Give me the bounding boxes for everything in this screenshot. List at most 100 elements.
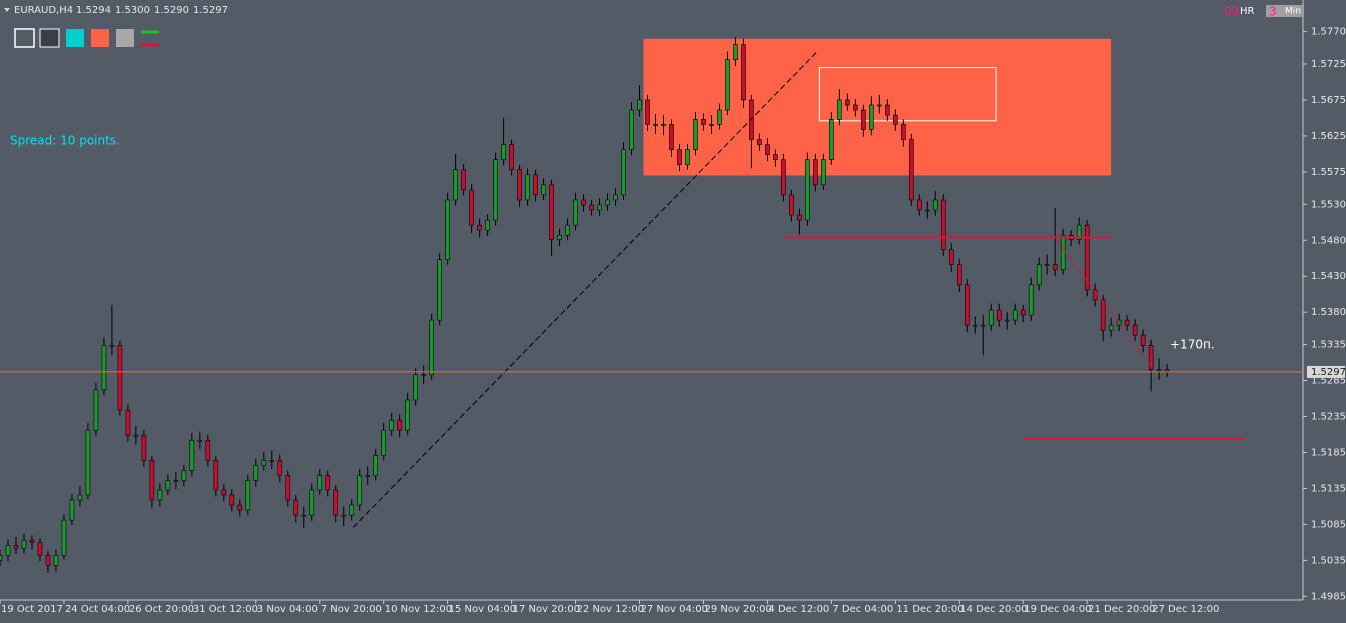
x-tick-label: 17 Nov 20:00 [513, 604, 580, 615]
zone-rectangle [818, 67, 997, 122]
candle-body [301, 514, 307, 517]
candle-body [749, 99, 754, 140]
candle-body [709, 124, 714, 126]
y-tick-label: 1.5725 [1311, 59, 1346, 70]
candle-body [277, 460, 283, 476]
toolbar-text[interactable]: Min [1285, 7, 1301, 17]
swatch[interactable] [91, 29, 109, 47]
candle-body [309, 489, 315, 516]
y-tick-label: 1.5430 [1311, 271, 1346, 282]
candle-body [157, 489, 163, 501]
candle-body [485, 219, 490, 231]
candle-body [429, 319, 434, 376]
candle-body [5, 545, 11, 556]
candle-body [956, 264, 962, 286]
candle-body [141, 434, 147, 461]
candle-body [397, 419, 402, 431]
candle-body [221, 489, 227, 496]
candle-body [285, 475, 291, 501]
candle-body [773, 154, 778, 160]
candle-body [317, 475, 323, 491]
candle-body [589, 204, 594, 211]
candle-body [837, 99, 842, 120]
candle-body [821, 159, 826, 186]
candle-body [972, 324, 978, 327]
candle-body [517, 169, 522, 201]
candle-body [781, 159, 786, 196]
candle-body [996, 309, 1002, 321]
candle-body [405, 399, 410, 431]
candle-body [197, 439, 203, 442]
x-tick-label: 15 Nov 04:00 [449, 604, 516, 615]
y-tick-label: 1.5625 [1311, 131, 1346, 142]
candle-body [341, 514, 347, 517]
candle-body [365, 475, 371, 477]
swatch[interactable] [14, 28, 35, 48]
candle-body [964, 284, 970, 326]
toolbar-text[interactable]: 3 [1269, 5, 1277, 19]
candle-body [461, 169, 466, 191]
candle-body [725, 59, 730, 111]
candle-body [213, 460, 219, 491]
swatch[interactable] [39, 28, 60, 48]
candle-body [261, 460, 267, 466]
toolbar-text[interactable]: 03 [1224, 5, 1239, 19]
candle-body [509, 144, 514, 171]
candle-body [93, 389, 99, 431]
candle-body [205, 439, 211, 461]
candle-body [389, 419, 394, 431]
candle-body [1020, 309, 1026, 316]
candle-body [117, 344, 123, 411]
candle-body [237, 504, 243, 511]
price-label-box [1307, 365, 1345, 378]
candle-body [877, 104, 882, 107]
candle-body [1148, 344, 1154, 371]
y-tick-label: 1.5770 [1311, 27, 1346, 38]
candle-body [1004, 319, 1010, 322]
trend-line [352, 51, 818, 528]
candle-body [357, 475, 363, 506]
candle-body [181, 470, 187, 481]
candle-body [988, 309, 994, 326]
y-tick-label: 1.5335 [1311, 340, 1346, 351]
candle-body [253, 465, 259, 481]
candle-body [557, 234, 562, 240]
drawn-objects [643, 38, 1112, 176]
candle-body [525, 174, 530, 201]
candle-body [1076, 224, 1082, 240]
candle-body [901, 124, 906, 140]
y-tick-label: 1.5135 [1311, 483, 1346, 494]
candle-body [1036, 264, 1042, 286]
candle-body [21, 539, 27, 549]
y-tick-label: 1.5285 [1311, 376, 1346, 387]
candle-body [149, 460, 155, 501]
x-tick-label: 7 Nov 20:00 [321, 604, 382, 615]
x-tick-label: 24 Oct 04:00 [65, 604, 130, 615]
candle-body [0, 555, 3, 561]
quote-value: 1.5290 [154, 5, 189, 16]
candle-body [613, 194, 618, 201]
candle-body [477, 224, 482, 231]
candle-body [109, 344, 115, 347]
candle-body [1132, 324, 1138, 336]
quote: 1.5294 1.5300 1.5290 1.5297 [76, 5, 228, 16]
quote-value: 1.5294 [76, 5, 111, 16]
toolbar-text[interactable]: HR [1240, 6, 1255, 17]
swatch[interactable] [66, 29, 84, 47]
candle-body [101, 344, 107, 391]
candle-body [661, 124, 666, 126]
candle-body [229, 494, 235, 506]
x-tick-label: 27 Nov 04:00 [641, 604, 708, 615]
candle-body [29, 539, 35, 543]
toolbar-button[interactable] [1266, 5, 1304, 17]
y-tick-label: 1.4985 [1311, 591, 1346, 602]
color-swatches [14, 28, 159, 48]
candle-body [653, 124, 658, 126]
candle-body [597, 204, 602, 211]
candle-body [245, 480, 251, 511]
candle-body [1092, 289, 1098, 301]
candle-body [437, 259, 442, 321]
swatch[interactable] [116, 29, 134, 47]
candle-body [413, 374, 418, 401]
y-tick-label: 1.5675 [1311, 95, 1346, 106]
